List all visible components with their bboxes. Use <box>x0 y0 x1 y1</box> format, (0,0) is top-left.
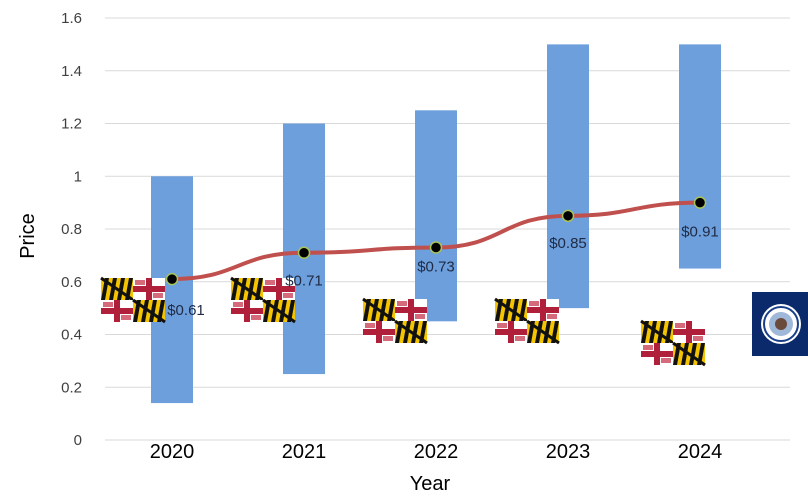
line-point-2023 <box>561 209 575 223</box>
y-tick-label: 0.4 <box>61 327 82 344</box>
y-tick-label: 1.4 <box>61 63 82 80</box>
x-category-label: 2024 <box>678 441 723 463</box>
y-tick-label: 0.2 <box>61 379 82 396</box>
maryland-flag-icon <box>494 297 560 345</box>
data-label-2021: $0.71 <box>285 273 323 290</box>
line-point-2022 <box>429 241 443 254</box>
range-bar-2022 <box>415 110 457 322</box>
y-tick-label: 1 <box>74 168 82 185</box>
y-tick-label: 1.6 <box>61 10 82 27</box>
y-tick-label: 0.6 <box>61 274 82 291</box>
y-axis-ticks: 0 0.2 0.4 0.6 0.8 1 1.2 1.4 1.6 <box>61 10 82 449</box>
x-axis-categories: 2020 2021 2022 2023 2024 <box>150 441 723 463</box>
maryland-flag-icon <box>100 276 166 324</box>
data-label-2024: $0.91 <box>681 224 719 241</box>
y-tick-label: 0.8 <box>61 221 82 238</box>
maryland-flag-icon <box>230 276 296 324</box>
line-point-2020 <box>165 272 179 286</box>
range-bar-2023 <box>547 44 589 309</box>
virginia-flag-icon <box>752 292 808 356</box>
data-label-2023: $0.85 <box>549 235 587 252</box>
data-label-2020: $0.61 <box>167 302 205 319</box>
range-bar-2024 <box>679 44 721 269</box>
y-tick-label: 1.2 <box>61 116 82 133</box>
price-range-bars <box>151 44 721 404</box>
data-labels: $0.61 $0.71 $0.73 $0.85 $0.91 <box>167 224 719 319</box>
x-category-label: 2023 <box>546 441 591 463</box>
data-label-2022: $0.73 <box>417 258 455 275</box>
line-point-2024 <box>693 196 707 209</box>
line-point-2021 <box>297 246 311 259</box>
y-axis-title: Price <box>17 213 39 259</box>
x-category-label: 2021 <box>282 441 327 463</box>
maryland-flag-icon <box>640 319 706 367</box>
x-category-label: 2020 <box>150 441 195 463</box>
x-category-label: 2022 <box>414 441 459 463</box>
flag-icons <box>100 276 808 367</box>
x-axis-title: Year <box>410 473 451 495</box>
y-tick-label: 0 <box>74 432 82 449</box>
average-price-line <box>165 196 707 286</box>
maryland-flag-icon <box>362 297 428 345</box>
